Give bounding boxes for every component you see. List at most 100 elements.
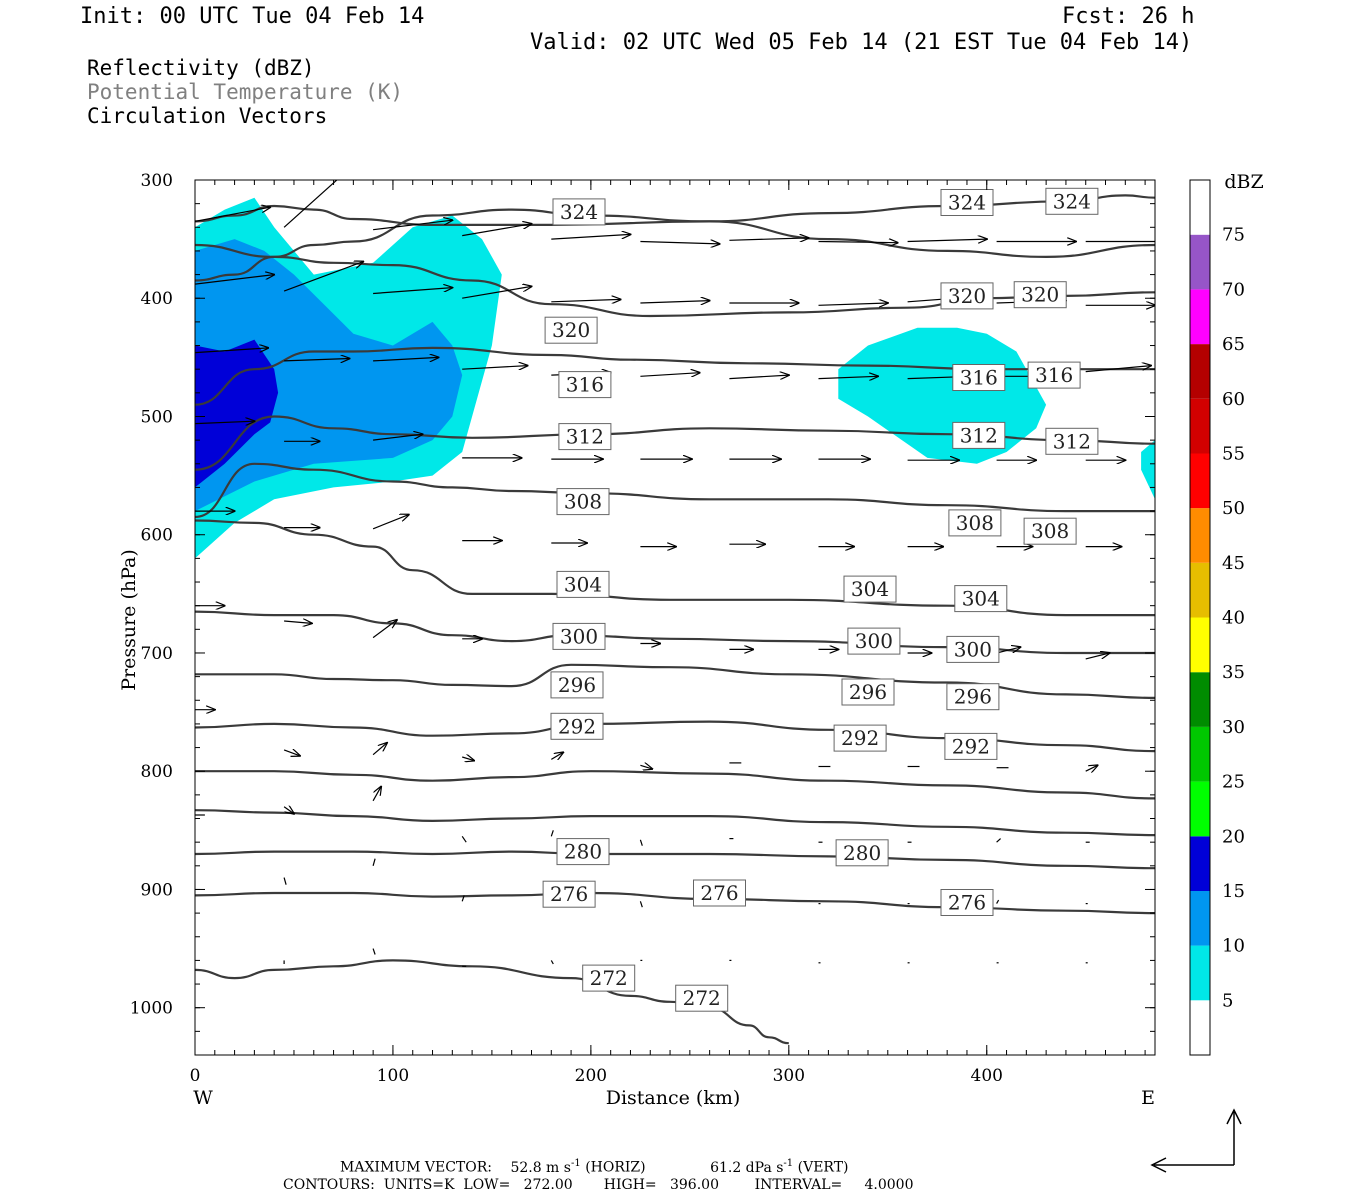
contour-label-box (582, 964, 636, 992)
circulation-vector (284, 621, 312, 623)
contour-label: 324 (552, 198, 606, 226)
contour-label-box (940, 189, 994, 216)
contour-label-text: 304 (564, 572, 602, 596)
contour-label: 320 (544, 316, 598, 344)
contour-label-text: 312 (1053, 429, 1091, 453)
contour-label-box (952, 364, 1006, 391)
colorbar: 5 10 15 20 25 30 35 40 45 50 55 60 65 70 75 (1189, 179, 1245, 1056)
x-axis-label: Distance (km) (606, 1087, 741, 1109)
contour-label-box (946, 683, 1000, 711)
vert-value: 61.2 dPa s (710, 1159, 784, 1176)
contour-label-text: 324 (1053, 189, 1091, 213)
plot-frame (194, 179, 1156, 1056)
isentrope-276 (195, 850, 1155, 870)
contour-label-text: 324 (560, 200, 598, 224)
contour-label-text: 292 (558, 714, 596, 738)
colorbar-level-label: 10 (1222, 936, 1245, 957)
colorbar-segment (1190, 890, 1210, 946)
circulation-vector (283, 877, 287, 885)
horiz-unit: (HORIZ) (585, 1159, 646, 1176)
circulation-vector (551, 299, 620, 301)
contour-label-box (1027, 361, 1081, 389)
y-tick-label: 1000 (130, 999, 173, 1019)
contour-label-box (550, 671, 604, 699)
contour-label: 320 (1013, 281, 1067, 309)
circulation-vector (1085, 765, 1098, 771)
contour-label: 316 (558, 371, 612, 399)
horiz-exponent: -1 (570, 1158, 581, 1169)
y-axis-label: Pressure (hPa) (118, 549, 140, 691)
circulation-vector (550, 960, 554, 965)
contour-label-box (948, 509, 1002, 537)
isentrope-292 (195, 663, 1155, 699)
isentrope-268 (195, 959, 789, 1045)
contour-label: 292 (550, 712, 604, 740)
forecast-hour: Fcst: 26 h (1062, 4, 1195, 29)
contour-label: 316 (952, 364, 1006, 391)
circulation-vector (373, 220, 452, 231)
circulation-vector (372, 743, 387, 756)
contour-label-text: 300 (560, 624, 598, 648)
colorbar-level-label: 60 (1222, 389, 1245, 410)
colorbar-segment (1190, 617, 1210, 673)
circulation-vector (461, 895, 465, 902)
colorbar-level-label: 25 (1222, 772, 1245, 793)
colorbar-level-label: 40 (1222, 608, 1245, 629)
contour-label-text: 308 (1031, 519, 1069, 543)
circulation-vector (996, 647, 1021, 654)
contour-label-text: 304 (962, 587, 1000, 611)
colorbar-segment (1190, 508, 1210, 563)
max-vector-label: MAXIMUM VECTOR: (340, 1159, 492, 1176)
circulation-vector (283, 807, 294, 814)
x-tick-label: 100 (377, 1066, 409, 1086)
circulation-vector (639, 839, 643, 846)
circulation-vector (372, 858, 376, 866)
circulation-vector (639, 901, 643, 908)
isentrope-296 (195, 610, 1155, 655)
reflectivity-layer (195, 197, 1155, 559)
y-tick-label: 700 (141, 644, 173, 664)
contour-label-box (556, 838, 610, 866)
contour-label-box (552, 622, 606, 650)
colorbar-segment (1190, 289, 1210, 345)
x-tick-label: 0 (190, 1066, 201, 1086)
circulation-vector (373, 288, 452, 295)
contour-label-text: 308 (956, 511, 994, 535)
colorbar-level-label: 65 (1222, 334, 1245, 355)
contour-label-box (946, 635, 1000, 663)
vert-unit: (VERT) (797, 1159, 849, 1176)
contours-info: CONTOURS: UNITS=K LOW= 272.00 HIGH= 396.… (283, 1177, 914, 1193)
contour-label: 304 (843, 575, 897, 603)
contour-label: 272 (582, 964, 636, 992)
contour-label-text: 324 (948, 191, 986, 215)
colorbar-segment (1190, 453, 1210, 509)
contour-label-box (693, 879, 746, 907)
contour-label-box (556, 570, 610, 598)
circulation-vector (373, 434, 423, 441)
circulation-vector (550, 752, 563, 759)
contour-label-text: 280 (564, 840, 602, 864)
contour-label: 300 (552, 622, 606, 650)
init-time: Init: 00 UTC Tue 04 Feb 14 (80, 4, 425, 29)
contour-label-text: 292 (952, 734, 990, 758)
circulation-vector (283, 750, 300, 756)
circulation-vector (818, 242, 898, 243)
field-reflectivity: Reflectivity (dBZ) (87, 56, 315, 80)
colorbar-segment (1190, 344, 1210, 399)
axis-layer: 300 400 500 600 700 800 900 1000 0 100 200 300 400 (130, 171, 1155, 1086)
contour-label: 272 (675, 984, 729, 1012)
field-vectors: Circulation Vectors (87, 104, 328, 128)
contour-label-text: 272 (590, 966, 628, 990)
colorbar-level-label: 50 (1222, 498, 1245, 519)
contour-label-box (843, 575, 897, 603)
isentrope-324 (195, 194, 1155, 226)
contour-label-text: 292 (841, 726, 879, 750)
circulation-vector (907, 239, 987, 241)
contour-label-box (944, 732, 998, 760)
contour-label-text: 300 (855, 629, 893, 653)
colorbar-level-label: 35 (1222, 662, 1245, 683)
contour-label-box (552, 198, 606, 226)
isentrope-284 (195, 770, 1155, 800)
contour-label-box (847, 627, 901, 655)
circulation-vector (640, 242, 719, 244)
